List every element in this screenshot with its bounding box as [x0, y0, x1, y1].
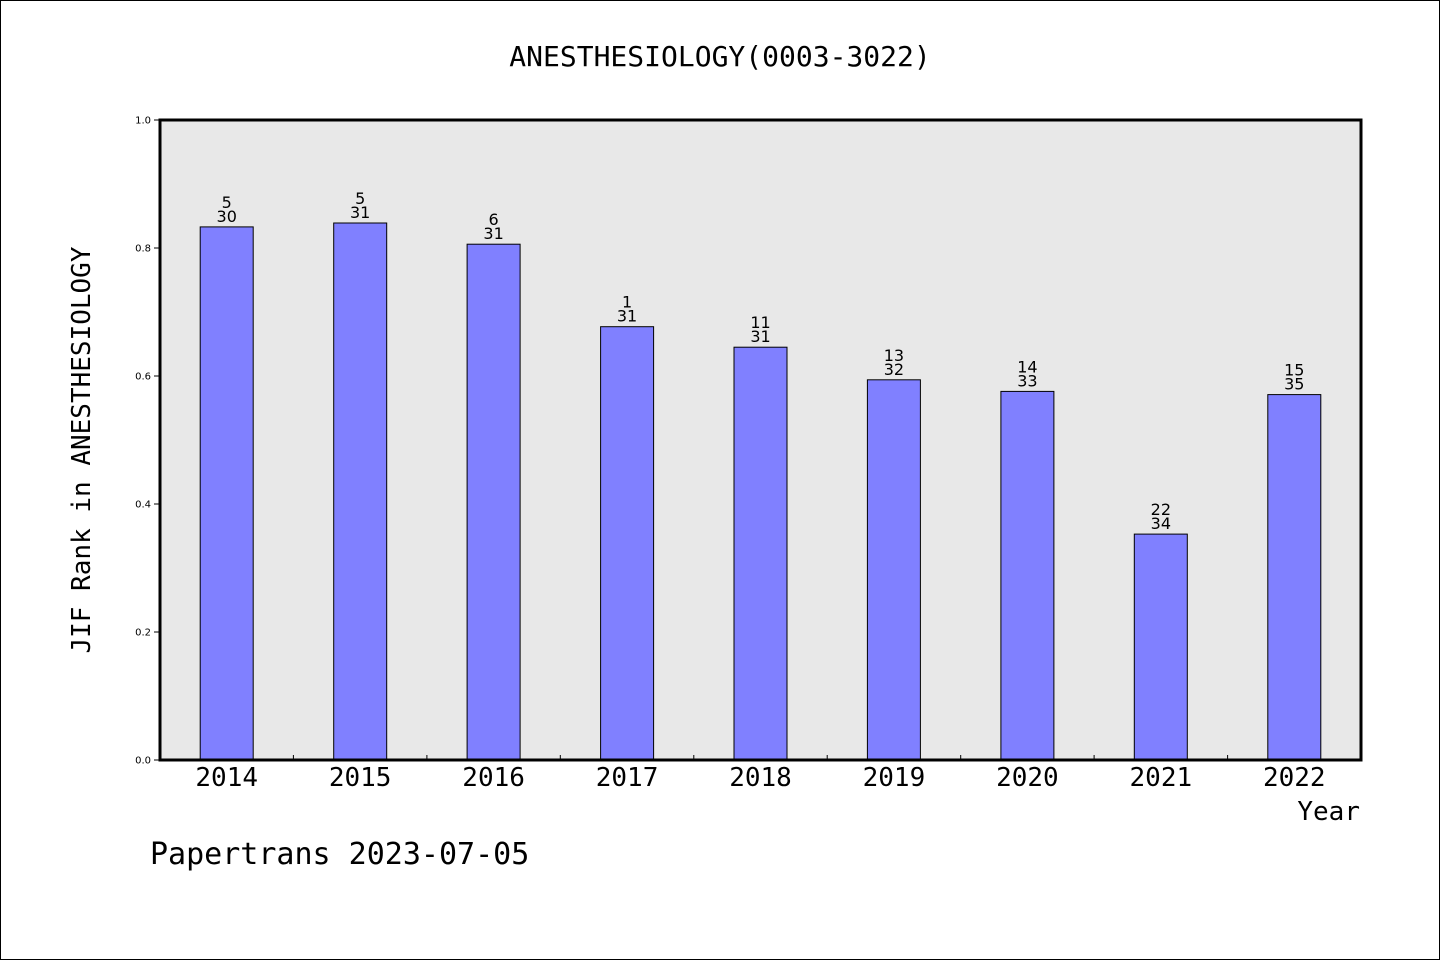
bar-total-label-2016: 31 — [483, 224, 503, 243]
plot-border — [158, 118, 1363, 762]
bar-2019 — [866, 379, 921, 761]
bars-group — [199, 222, 1322, 761]
bar-2015 — [333, 222, 388, 761]
bar-total-label-2019: 32 — [884, 360, 904, 379]
x-tick-label-2017: 2017 — [596, 763, 659, 793]
x-tick-label-2021: 2021 — [1130, 763, 1193, 793]
y-tick-label: 0.6 — [135, 372, 151, 383]
x-tick-label-2019: 2019 — [863, 763, 926, 793]
x-axis-ticks: 2014 2015 2016 2017 2018 2019 2020 2021 2022 — [195, 755, 1326, 793]
bar-2016 — [466, 243, 521, 761]
bar-total-label-2021: 34 — [1151, 514, 1171, 533]
y-tick-label: 1.0 — [135, 116, 151, 127]
y-tick-label: 0.4 — [135, 500, 151, 511]
x-tick-label-2018: 2018 — [729, 763, 792, 793]
x-tick-label-2014: 2014 — [195, 763, 258, 793]
bar-total-label-2014: 30 — [217, 207, 237, 226]
bar-2021 — [1133, 533, 1188, 761]
bar-rank-label-2016: 6 — [489, 210, 499, 229]
x-tick-label-2015: 2015 — [329, 763, 392, 793]
bar-rank-label-2014: 5 — [222, 193, 232, 212]
bar-rank-label-2019: 13 — [884, 346, 904, 365]
x-tick-label-2022: 2022 — [1263, 763, 1326, 793]
y-tick-label: 0.8 — [135, 244, 151, 255]
y-tick-label: 0.0 — [135, 756, 151, 767]
bar-total-label-2020: 33 — [1017, 371, 1037, 390]
y-axis-ticks: 0.0 0.2 0.4 0.6 0.8 1.0 — [135, 116, 160, 767]
x-tick-label-2016: 2016 — [462, 763, 525, 793]
y-axis-label: JIF Rank in ANESTHESIOLOGY — [67, 246, 97, 653]
bar-total-label-2018: 31 — [750, 327, 770, 346]
bar-rank-label-2020: 14 — [1017, 357, 1037, 376]
bar-2020 — [1000, 390, 1055, 761]
footer-credit: Papertrans 2023-07-05 — [150, 837, 529, 872]
bar-2017 — [600, 326, 655, 761]
bar-2018 — [733, 346, 788, 761]
bar-total-label-2017: 31 — [617, 307, 637, 326]
bar-2014 — [199, 226, 254, 761]
bar-rank-label-2018: 11 — [750, 313, 770, 332]
bar-total-label-2015: 31 — [350, 203, 370, 222]
bar-rank-label-2015: 5 — [355, 189, 365, 208]
x-tick-label-2020: 2020 — [996, 763, 1059, 793]
bar-2022 — [1267, 394, 1322, 761]
bar-rank-label-2017: 1 — [622, 293, 632, 312]
chart-title: ANESTHESIOLOGY(0003-3022) — [509, 40, 930, 73]
y-tick-label: 0.2 — [135, 628, 151, 639]
bar-rank-label-2021: 22 — [1151, 500, 1171, 519]
bar-total-label-2022: 35 — [1284, 375, 1304, 394]
x-axis-label: Year — [1297, 797, 1360, 827]
bar-rank-label-2022: 15 — [1284, 361, 1304, 380]
